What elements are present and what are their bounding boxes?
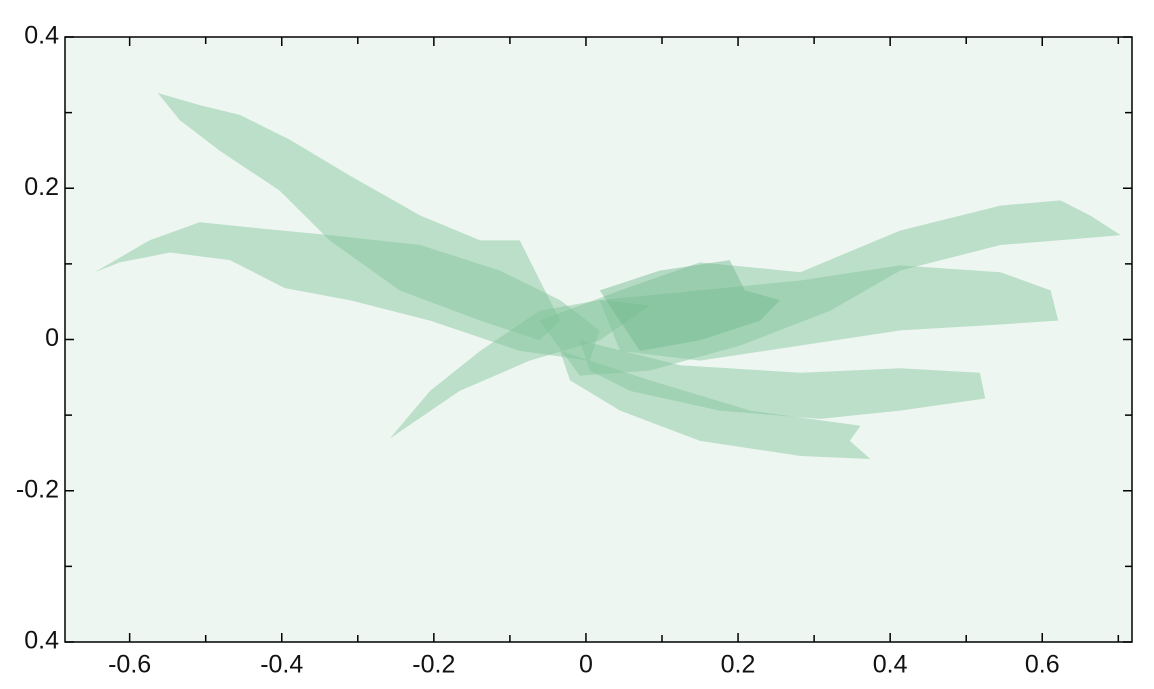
shape (560, 350, 871, 459)
shape (539, 200, 1121, 376)
shape (157, 92, 561, 341)
x-tick-label: 0 (579, 651, 593, 679)
shape (389, 300, 650, 439)
shape (579, 340, 986, 419)
y-tick-label: 0.4 (24, 627, 59, 655)
shape (599, 260, 780, 351)
y-tick-label: 0.4 (24, 22, 59, 50)
shape (599, 265, 1059, 361)
x-tick-label: -0.4 (260, 651, 303, 679)
y-tick-label: 0.2 (24, 173, 59, 201)
x-tick-label: 0.2 (721, 651, 756, 679)
x-tick-label: -0.6 (108, 651, 151, 679)
y-tick-label: 0 (45, 324, 59, 352)
shape (94, 222, 600, 361)
plot-area (65, 37, 1132, 642)
x-tick-label: 0.6 (1025, 651, 1060, 679)
x-tick-label: -0.2 (412, 651, 455, 679)
y-tick-label: -0.2 (16, 475, 59, 503)
x-tick-label: 0.4 (873, 651, 908, 679)
